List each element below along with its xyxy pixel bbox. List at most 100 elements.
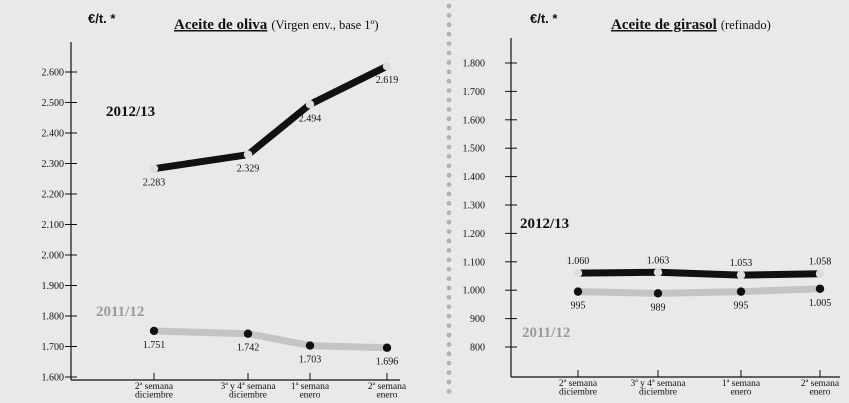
chart-title: Aceite de girasol [611,17,717,33]
divider-dot [446,248,452,253]
divider-dot [446,97,452,103]
divider-dot [446,379,452,385]
y-tick-label: 1.500 [463,144,486,155]
data-point [653,289,663,298]
y-tick-label: 1.700 [463,87,486,98]
olive-oil-chart: €/t. * Aceite de oliva (Virgen env., base… [42,11,407,401]
divider-dot [446,135,452,141]
data-point [305,341,315,350]
data-point [149,164,159,173]
chart-subtitle: (refinado) [721,18,771,32]
y-tick-label: 1.100 [463,257,486,268]
data-label: 1.060 [567,256,590,267]
y-tick-label: 1.600 [463,115,486,126]
y-tick-label: 2.000 [42,251,65,262]
y-tick-label: 1.800 [42,312,65,323]
data-point [736,270,746,280]
divider-dot [446,219,452,225]
data-label: 1.053 [730,258,753,269]
series-label-2012-13: 2012/13 [106,104,155,120]
data-label: 1.696 [376,357,399,368]
x-category-label: diciembre [559,388,597,398]
divider-dot [446,78,452,84]
divider-dot [446,116,452,122]
x-category-label: 2ª semana [559,379,598,389]
x-category-label: enero [809,388,830,398]
data-label: 1.058 [809,257,832,268]
x-category-label: 2ª semana [801,379,840,389]
divider-dot [446,125,452,131]
y-tick-label: 2.600 [42,68,65,79]
divider-dot [446,41,452,46]
series-line [574,268,824,279]
series-line [150,327,391,352]
data-label: 1.005 [809,298,832,309]
series-line [150,62,391,173]
y-tick-label: 1.700 [42,342,65,353]
divider-dot [446,31,452,37]
divider-dot [446,172,452,178]
divider-dot [446,13,452,18]
divider-dot [446,182,452,188]
y-tick-label: 1.400 [463,172,486,183]
x-category-label: 3ª y 4ª semana [630,379,686,389]
divider-dot [446,332,452,338]
data-label: 2.283 [143,178,166,189]
y-tick-label: 900 [470,314,485,325]
y-tick-label: 1.900 [42,281,65,292]
data-point [573,287,583,296]
divider-dot [446,313,452,319]
series-line [574,285,824,297]
data-label: 1.751 [143,340,166,351]
x-category-label: diciembre [229,391,267,401]
chart-title: Aceite de oliva [174,17,268,33]
y-unit-label: €/t. * [530,11,558,26]
divider-dot [446,229,452,235]
x-category-label: 2ª semana [368,382,407,392]
data-label: 1.063 [647,255,670,266]
data-label: 1.703 [299,355,322,366]
data-label: 2.329 [237,164,260,175]
divider-dot [446,154,452,159]
data-point [243,150,253,159]
y-tick-label: 1.800 [463,59,486,70]
chart-subtitle: (Virgen env., base 1º) [271,18,378,32]
divider-dot [446,257,452,263]
divider-dot [446,210,452,216]
panel-divider [446,3,452,394]
y-tick-label: 1.300 [463,201,486,212]
divider-dot [446,342,452,347]
divider-dot [446,276,452,281]
data-point [243,329,253,338]
divider-dot [446,351,452,357]
data-point [815,269,825,278]
divider-dot [446,22,452,28]
x-category-label: diciembre [639,388,677,398]
x-category-label: 1ª semana [291,382,330,392]
y-unit-label: €/t. * [88,11,116,26]
divider-dot [446,191,452,197]
data-label: 1.742 [237,343,260,354]
divider-dot [446,266,452,272]
x-category-label: 3ª y 4ª semana [220,382,276,392]
data-point [815,284,825,293]
y-tick-label: 800 [470,343,485,354]
divider-dot [446,88,452,93]
chart-title-line: Aceite de girasol (refinado) [611,17,771,33]
data-label: 2.619 [376,75,399,86]
divider-dot [446,163,452,169]
data-point [736,287,746,296]
y-tick-label: 1.000 [463,286,486,297]
series-label-2012-13: 2012/13 [520,216,569,232]
data-point [382,343,392,352]
y-tick-label: 2.300 [42,159,65,170]
data-point [149,326,159,336]
series-label-2011-12: 2011/12 [96,304,144,320]
data-point [382,62,392,71]
data-label: 989 [651,302,666,313]
x-category-label: enero [376,391,397,401]
divider-dot [446,360,452,366]
divider-dot [446,144,452,150]
divider-dot [446,323,452,328]
